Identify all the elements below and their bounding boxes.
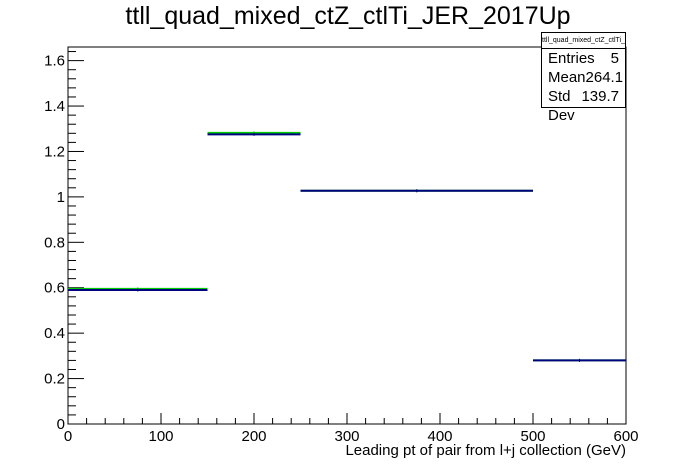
axis-ticks [67,51,627,425]
stats-label: Std Dev [548,88,575,124]
stats-row-entries: Entries 5 [542,49,625,68]
x-axis-label: Leading pt of pair from l+j collection (… [345,442,626,459]
stats-label: Mean [548,69,586,86]
y-tick-label: 0.4 [44,325,65,342]
x-tick-label: 600 [613,428,638,445]
stats-label: Entries [548,50,595,67]
x-tick-label: 0 [64,428,72,445]
y-tick-label: 0.8 [44,234,65,251]
y-tick-label: 1.4 [44,98,65,115]
stats-row-stddev: Std Dev 139.7 [542,87,625,125]
stats-histogram-name: ttll_quad_mixed_ctZ_ctlTi_JER_2017Up [542,33,625,49]
stats-box: ttll_quad_mixed_ctZ_ctlTi_JER_2017Up Ent… [541,32,626,124]
stats-value: 264.1 [585,69,624,86]
y-tick-label: 1.6 [44,53,65,70]
x-tick-label: 500 [520,428,545,445]
stats-value: 139.7 [581,88,619,105]
y-tick-label: 0 [57,416,65,433]
chart-title: ttll_quad_mixed_ctZ_ctlTi_JER_2017Up [125,2,571,30]
stats-row-mean: Mean 264.1 [542,68,625,87]
y-tick-label: 0.2 [44,371,65,388]
x-tick-label: 200 [241,428,266,445]
x-tick-label: 300 [334,428,359,445]
x-tick-label: 400 [427,428,452,445]
y-tick-label: 1.2 [44,143,65,160]
x-tick-label: 100 [148,428,173,445]
y-tick-label: 0.6 [44,280,65,297]
stats-value: 5 [610,50,619,67]
tick-labels: 0 100 200 300 400 500 600 0 0.2 0.4 0.6 0.8 1 1.2 1.4 1… [44,53,638,445]
y-tick-label: 1 [57,189,65,206]
histogram-bars [68,131,626,362]
